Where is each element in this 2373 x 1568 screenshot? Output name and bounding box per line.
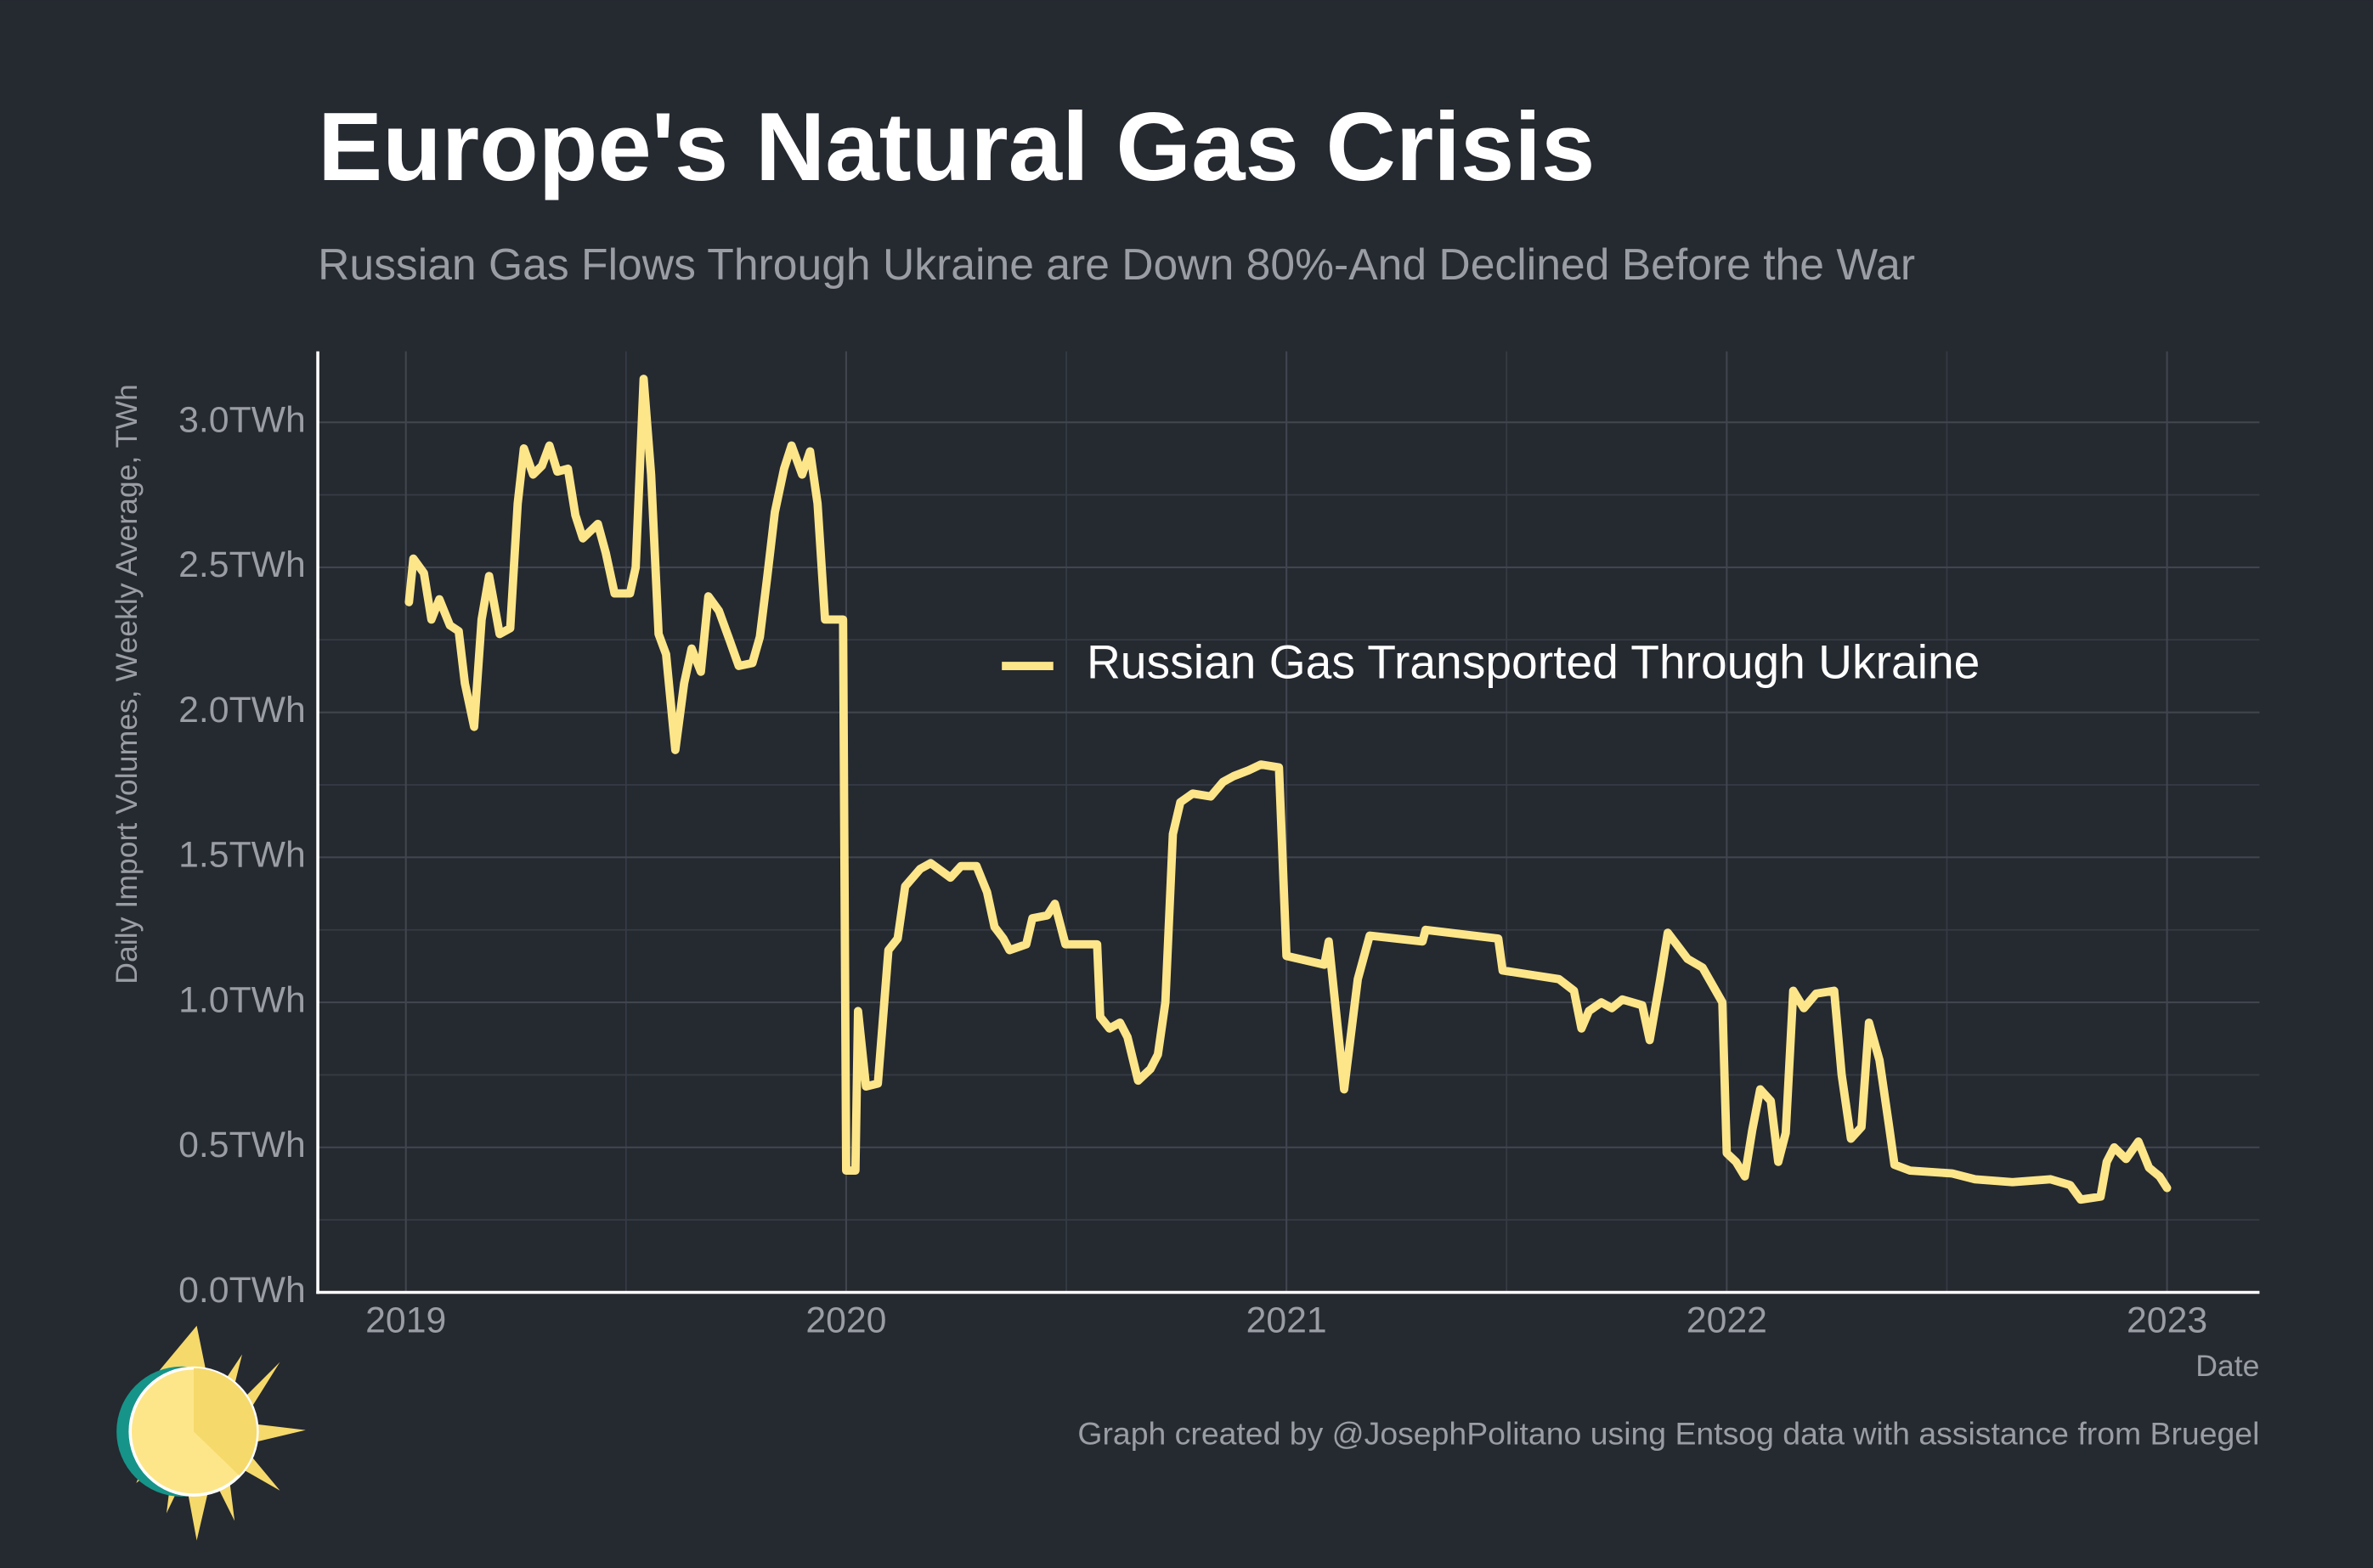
- x-tick-label: 2020: [805, 1300, 886, 1340]
- x-tick-label: 2021: [1246, 1300, 1327, 1340]
- y-tick-label: 2.0TWh: [178, 690, 306, 730]
- y-axis-label: Daily Import Volumes, Weekly Average, TW…: [110, 384, 144, 984]
- x-tick-label: 2022: [1687, 1300, 1767, 1340]
- y-tick-label: 2.5TWh: [178, 544, 306, 585]
- legend-label: Russian Gas Transported Through Ukraine: [1087, 636, 1980, 689]
- data-line: [404, 375, 2172, 1204]
- y-tick-label: 3.0TWh: [178, 400, 306, 441]
- x-tick-label: 2023: [2127, 1300, 2207, 1340]
- y-tick-label: 0.5TWh: [178, 1125, 306, 1165]
- y-tick-label: 0.0TWh: [178, 1270, 306, 1311]
- logo-sun-shade: [194, 1368, 257, 1476]
- x-tick-label: 2019: [365, 1300, 446, 1340]
- caption: Graph created by @JosephPolitano using E…: [1077, 1416, 2259, 1452]
- y-tick-label: 1.0TWh: [178, 979, 306, 1020]
- x-axis-label: Date: [2195, 1349, 2259, 1383]
- chart-title: Europe's Natural Gas Crisis: [318, 93, 1595, 201]
- logo: [116, 1325, 306, 1541]
- chart-subtitle: Russian Gas Flows Through Ukraine are Do…: [318, 240, 1915, 289]
- y-tick-label: 1.5TWh: [178, 835, 306, 876]
